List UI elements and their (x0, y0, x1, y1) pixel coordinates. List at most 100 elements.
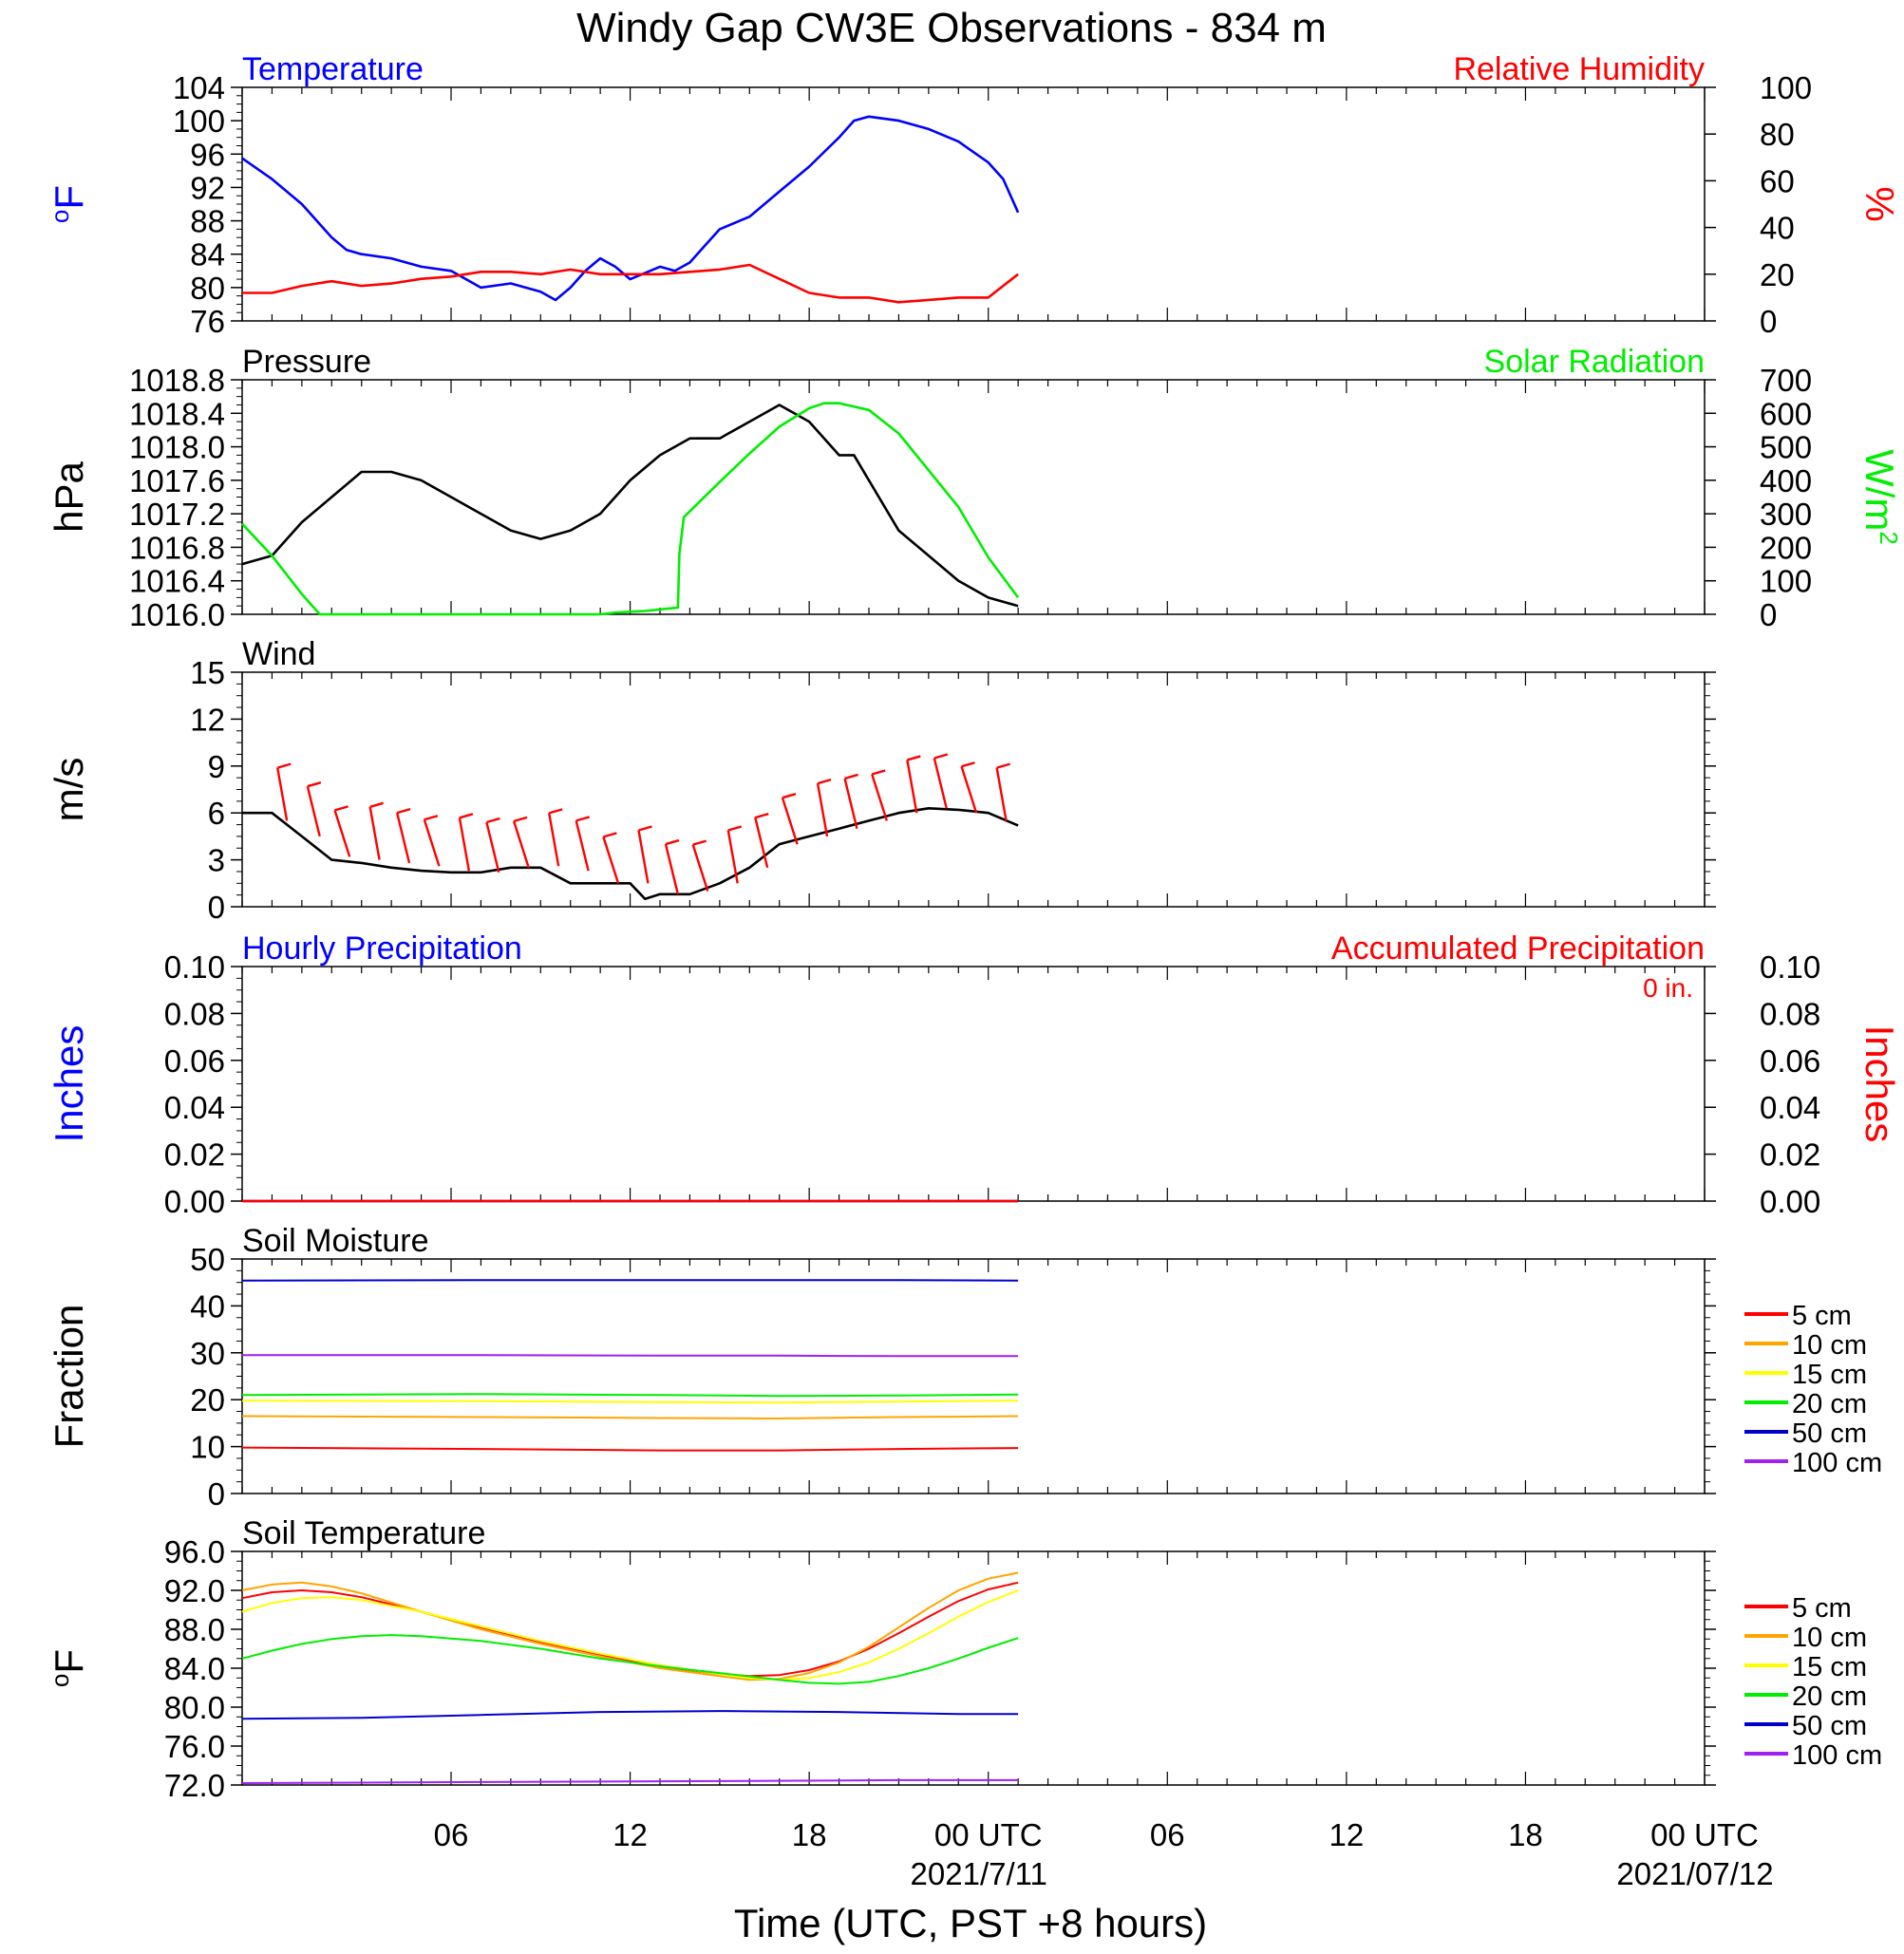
y-tick-label-left: 3 (208, 843, 225, 878)
y-tick-label-left: 40 (190, 1288, 225, 1324)
x-tick-label: 18 (792, 1817, 827, 1852)
series-line-100-cm (242, 1354, 1019, 1358)
wind-barb (333, 810, 351, 857)
y-tick-label-right: 0.04 (1760, 1090, 1820, 1125)
wind-barb-flag (782, 793, 797, 799)
panel-title-left: Wind (242, 636, 315, 672)
y-axis-label-left: hPa (47, 460, 91, 532)
wind-barb (754, 817, 769, 869)
y-tick-label-left: 0 (208, 890, 225, 925)
y-tick-label-left: 1018.0 (129, 430, 225, 465)
y-tick-label-left: 96 (190, 137, 225, 172)
x-date-label: 2021/7/11 (911, 1856, 1047, 1891)
y-tick-label-right: 0 (1760, 597, 1777, 632)
wind-barb-flag (817, 778, 832, 785)
y-tick-label-left: 72.0 (164, 1768, 225, 1803)
legend-label: 100 cm (1792, 1740, 1882, 1771)
y-tick-label-left: 88.0 (164, 1612, 225, 1647)
y-tick-label-left: 0.04 (164, 1090, 225, 1125)
y-tick-label-left: 92.0 (164, 1573, 225, 1608)
wind-barb-flag (424, 815, 439, 821)
chart-panel-0: 104100969288848076100806040200Temperatur… (46, 51, 1902, 339)
chart-panel-1: 1018.81018.41018.01017.61017.21016.81016… (47, 344, 1903, 632)
legend-label: 10 cm (1792, 1330, 1867, 1361)
x-tick-label: 18 (1508, 1817, 1543, 1852)
y-tick-label-right: 200 (1760, 530, 1812, 565)
y-tick-label-right: 400 (1760, 463, 1812, 498)
panel-annotation: 0 in. (1643, 973, 1693, 1003)
legend-label: 20 cm (1792, 1389, 1867, 1419)
legend-label: 50 cm (1792, 1711, 1867, 1741)
wind-barb (458, 817, 471, 872)
wind-barb-flag (307, 781, 322, 788)
plot-frame (241, 1550, 1706, 1786)
y-tick-label-left: 6 (208, 796, 225, 831)
wind-barb-flag (459, 813, 474, 819)
wind-barb (423, 818, 441, 867)
series-line-10-cm (241, 1415, 1019, 1419)
wind-barb-flag (486, 817, 500, 824)
wind-barb-flag (603, 832, 617, 838)
y-tick-label-left: 1018.8 (129, 363, 225, 398)
wind-barb-flag (276, 762, 292, 769)
legend-label: 50 cm (1792, 1419, 1867, 1449)
wind-barb-flag (933, 753, 949, 760)
panel-title-left: Soil Moisture (242, 1223, 429, 1259)
y-tick-label-left: 88 (190, 204, 225, 239)
series-line-1 (242, 263, 1019, 304)
chart-panel-3: 0.10 0.08 0.06 0.04 0.02 0.00 0.10 0.08 0.06 0.04… (47, 930, 1902, 1219)
y-tick-label-left: 30 (190, 1336, 225, 1371)
unit: F (47, 185, 91, 210)
x-axis-label: Time (UTC, PST +8 hours) (734, 1901, 1207, 1945)
y-tick-label-right: 100 (1760, 564, 1812, 599)
plot-frame (241, 379, 1706, 615)
y-tick-label-left: 0.00 (164, 1184, 225, 1219)
y-tick-label-left: 12 (190, 702, 225, 737)
wind-barb (368, 806, 381, 860)
wind-barb-flag (692, 839, 707, 846)
plot-frame (241, 1258, 1706, 1494)
y-tick-label-left: 1017.6 (129, 463, 225, 498)
panel-title-left: Soil Temperature (242, 1515, 485, 1551)
wind-barb-flag (727, 825, 743, 832)
series-line-0 (241, 115, 1020, 302)
wind-barb (395, 812, 411, 864)
wind-barb-flag (871, 769, 886, 776)
wind-barb-flag (907, 755, 921, 761)
y-tick-label-left: 1016.0 (129, 597, 225, 632)
y-tick-label-left: 100 (173, 103, 225, 139)
series-line-20-cm (241, 1634, 1019, 1685)
plot-frame (241, 86, 1706, 322)
legend-label: 10 cm (1792, 1623, 1867, 1653)
series-line-0 (241, 404, 1019, 608)
wind-barb (575, 820, 590, 872)
wind-barb (995, 767, 1008, 821)
y-tick-label-left: 0 (208, 1476, 225, 1512)
panel-title-right: Relative Humidity (1453, 51, 1705, 87)
exponent: 2 (1875, 531, 1903, 544)
wind-barb-flag (665, 838, 680, 846)
y-tick-label-left: 92 (190, 170, 225, 205)
y-tick-label-left: 84 (190, 237, 225, 272)
y-tick-label-right: 0 (1760, 304, 1777, 339)
wind-barb (871, 774, 889, 821)
wind-barb (512, 820, 530, 869)
series-line-50-cm (241, 1710, 1019, 1720)
y-tick-label-left: 0.02 (164, 1137, 225, 1173)
y-axis-label-left: m/s (47, 758, 91, 822)
x-tick-label: 12 (1329, 1817, 1364, 1852)
wind-barb-flag (996, 762, 1010, 769)
wind-barb (691, 844, 709, 892)
y-axis-label-left: oF (46, 1649, 91, 1687)
wind-barb-flag (548, 808, 563, 815)
y-tick-label-left: 10 (190, 1430, 225, 1465)
y-tick-label-left: 9 (208, 749, 225, 784)
y-tick-label-right: 0.08 (1760, 996, 1820, 1031)
wind-barb (602, 836, 620, 884)
y-axis-label-right: Inches (1857, 1025, 1902, 1143)
y-tick-label-right: 0.06 (1760, 1043, 1820, 1079)
wind-barb-flag (369, 801, 384, 808)
legend-label: 100 cm (1792, 1448, 1882, 1478)
wind-barb (548, 813, 560, 867)
